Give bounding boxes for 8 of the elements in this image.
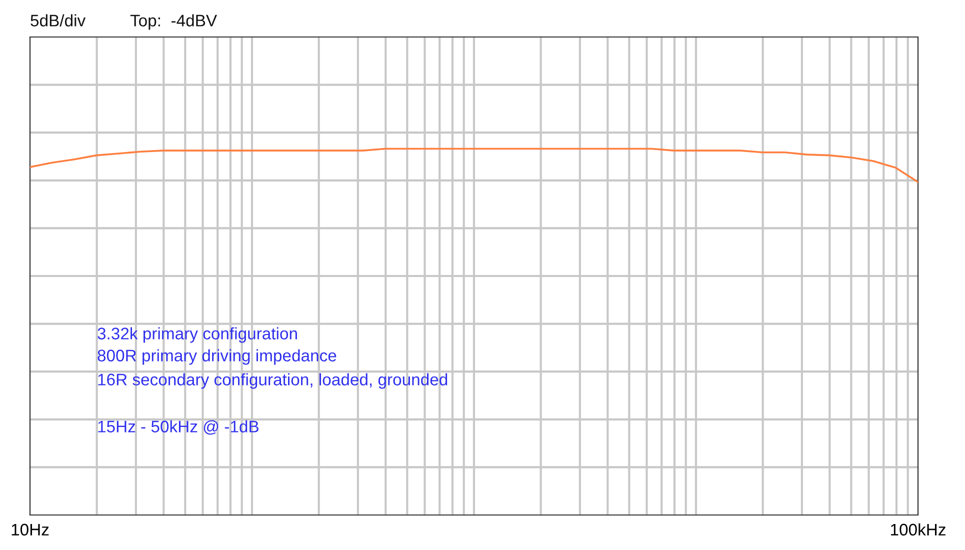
annotation: 15Hz - 50kHz @ -1dB [98,420,258,435]
annotation: 800R primary driving impedance [98,349,336,365]
text: Top: -4dBV [130,14,218,30]
x-tick-label: 10Hz [12,524,49,536]
annotation: 3.32k primary configuration [98,327,297,343]
annotation: 16R secondary configuration, loaded, grounded [98,373,448,389]
x-tick-label: 100kHz [891,523,946,536]
text: 5dB/div [30,14,86,26]
